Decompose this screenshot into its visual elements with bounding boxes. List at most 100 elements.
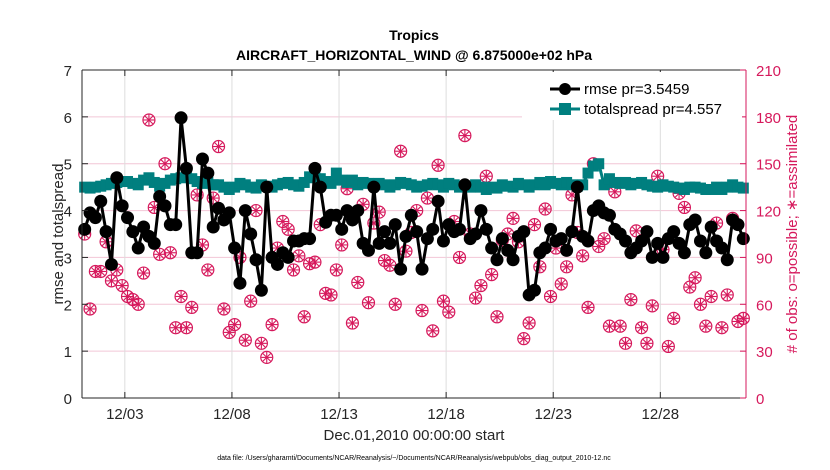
legend-label-totalspread: totalspread pr=4.557	[584, 101, 722, 118]
asterisk-stroke	[299, 312, 309, 322]
y-axis-label-right: # of obs: o=possible; ∗=assimilated	[784, 115, 801, 354]
rmse-point	[78, 222, 92, 236]
obs-assimilated-point	[539, 203, 551, 215]
asterisk-stroke	[348, 318, 357, 328]
asterisk-stroke	[305, 259, 314, 268]
asterisk-stroke	[107, 276, 116, 286]
asterisk-stroke	[423, 193, 432, 203]
obs-possible-point	[415, 303, 429, 318]
obs-assimilated-point	[293, 250, 305, 262]
y-ticks-right: 0 30 60 90 120 150 180 210	[740, 63, 781, 408]
rmse-point	[544, 222, 558, 236]
asterisk-stroke	[337, 240, 346, 250]
x-tick-label: 12/28	[642, 406, 680, 423]
rmse-point	[206, 220, 220, 234]
asterisk-stroke	[621, 339, 630, 348]
obs-assimilated-point	[309, 256, 321, 268]
rmse-point	[554, 232, 568, 246]
obs-assimilated-point	[694, 298, 706, 310]
asterisk-stroke	[455, 253, 464, 262]
totalspread-point	[582, 167, 594, 179]
obs-assimilated-point	[716, 322, 728, 334]
asterisk-stroke	[160, 159, 170, 168]
obs-assimilated-point	[662, 340, 674, 352]
asterisk-stroke	[594, 242, 604, 251]
rmse-point	[281, 250, 295, 264]
obs-possible-point	[329, 263, 343, 277]
obs-possible-point	[661, 339, 675, 354]
obs-assimilated-point	[732, 315, 744, 327]
asterisk-stroke	[530, 220, 539, 229]
asterisk-stroke	[706, 292, 716, 301]
rmse-point	[495, 232, 509, 246]
obs-assimilated-point	[416, 305, 428, 317]
x-tick-label: 12/08	[213, 406, 251, 423]
y-tick-label: 1	[64, 344, 72, 361]
obs-assimilated-point	[603, 320, 615, 332]
asterisk-stroke	[203, 265, 213, 275]
asterisk-stroke	[187, 303, 197, 312]
footnote: data file: /Users/gharamti/Documents/NCA…	[217, 455, 611, 462]
rmse-point	[693, 234, 707, 248]
rmse-point	[174, 111, 188, 125]
obs-assimilated-point	[475, 280, 487, 292]
asterisk-stroke	[176, 292, 186, 301]
rmse-point	[88, 211, 102, 225]
asterisk-stroke	[664, 342, 673, 351]
asterisk-stroke	[487, 270, 496, 279]
obs-possible-point	[560, 260, 574, 274]
obs-assimilated-point	[122, 290, 134, 302]
y-tick-label-right: 90	[756, 250, 773, 267]
rmse-point	[351, 204, 365, 218]
rmse-point	[431, 194, 445, 208]
asterisk-stroke	[171, 323, 180, 332]
obs-possible-point	[554, 277, 568, 291]
x-ticks: 12/03 12/08 12/13 12/18 12/23 12/28	[106, 70, 679, 423]
obs-possible-point	[158, 157, 172, 171]
obs-possible-point	[624, 293, 638, 307]
asterisk-stroke	[182, 323, 191, 332]
obs-possible-point	[83, 302, 97, 316]
rmse-point	[190, 246, 204, 260]
rmse-point	[506, 253, 520, 267]
rmse-point	[244, 227, 258, 241]
asterisk-stroke	[385, 260, 395, 270]
rmse-point	[201, 166, 215, 180]
rmse-point	[619, 234, 633, 248]
obs-possible-point	[394, 144, 408, 158]
rmse-point	[99, 225, 113, 239]
series-layer	[78, 111, 750, 364]
y-tick-label-right: 150	[756, 157, 781, 174]
obs-assimilated-point	[630, 225, 642, 237]
obs-assimilated-point	[582, 301, 594, 313]
y-tick-label: 6	[64, 110, 72, 127]
obs-possible-point	[345, 316, 360, 330]
obs-possible-point	[538, 202, 552, 216]
rmse-point	[367, 180, 381, 194]
asterisk-stroke	[214, 142, 223, 151]
obs-assimilated-point	[480, 170, 492, 182]
x-tick-label: 12/13	[320, 406, 358, 423]
obs-possible-point	[490, 310, 504, 324]
obs-possible-point	[704, 289, 718, 304]
rmse-point	[195, 152, 209, 166]
y-tick-label: 5	[64, 157, 72, 174]
asterisk-stroke	[166, 248, 175, 258]
obs-possible-point	[452, 250, 467, 265]
obs-possible-point	[517, 332, 531, 346]
asterisk-stroke	[85, 304, 95, 314]
obs-assimilated-point	[437, 295, 449, 307]
obs-possible-point	[174, 289, 188, 304]
rmse-point	[458, 178, 472, 192]
obs-assimilated-point	[379, 255, 391, 267]
obs-possible-point	[576, 249, 590, 263]
rmse-point	[270, 257, 284, 271]
rmse-point	[94, 194, 108, 208]
rmse-point	[179, 161, 193, 175]
rmse-point	[410, 225, 424, 239]
obs-assimilated-point	[737, 312, 749, 324]
asterisk-stroke	[267, 320, 277, 329]
rmse-point	[602, 208, 616, 222]
asterisk-stroke	[326, 290, 336, 300]
